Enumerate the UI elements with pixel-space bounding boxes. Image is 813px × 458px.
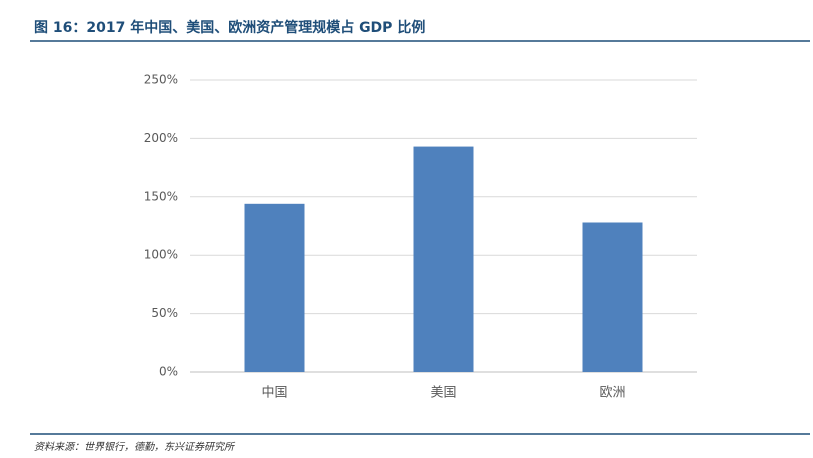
bar [413,146,474,372]
x-tick-label: 欧洲 [599,386,625,401]
x-tick-label: 中国 [261,386,287,401]
bar [582,222,643,372]
y-tick-label: 200% [144,131,178,145]
chart-title: 图 16：2017 年中国、美国、欧洲资产管理规模占 GDP 比例 [34,19,425,36]
y-tick-label: 50% [151,306,178,320]
y-tick-label: 150% [144,189,178,203]
bar [244,203,305,372]
x-tick-label: 美国 [430,386,456,401]
y-tick-label: 250% [144,73,178,87]
y-tick-label: 100% [144,248,178,262]
source-note: 资料来源：世界银行，德勤，东兴证券研究所 [34,441,236,453]
y-tick-label: 0% [159,365,178,379]
